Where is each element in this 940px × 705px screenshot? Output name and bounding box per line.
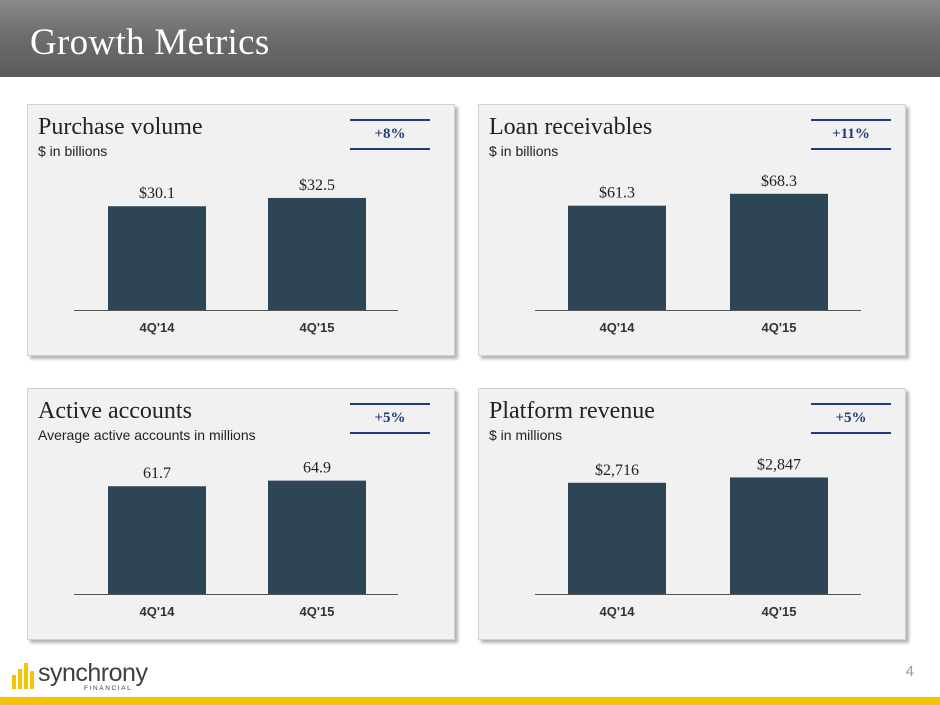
chart-subtitle: Average active accounts in millions bbox=[38, 427, 256, 443]
bar-0 bbox=[108, 206, 206, 310]
growth-badge: +11% bbox=[811, 119, 891, 150]
data-label: $30.1 bbox=[139, 185, 175, 202]
bar-chart: $30.1 4Q'14 $32.5 4Q'15 bbox=[74, 177, 398, 335]
category-label: 4Q'14 bbox=[600, 604, 636, 619]
page-title: Growth Metrics bbox=[30, 22, 270, 63]
bar-0 bbox=[568, 482, 666, 594]
growth-badge: +5% bbox=[350, 403, 430, 434]
chart-subtitle: $ in millions bbox=[489, 427, 563, 443]
chart-subtitle: $ in billions bbox=[38, 143, 108, 159]
bar-chart: $61.3 4Q'14 $68.3 4Q'15 bbox=[535, 173, 861, 335]
chart-title: Active accounts bbox=[38, 398, 192, 424]
chart-subtitle: $ in billions bbox=[489, 143, 559, 159]
growth-badge: +5% bbox=[811, 403, 891, 434]
data-label: $2,716 bbox=[595, 462, 639, 479]
data-label: $2,847 bbox=[757, 456, 801, 473]
category-label: 4Q'15 bbox=[300, 604, 335, 619]
bar-chart: $2,716 4Q'14 $2,847 4Q'15 bbox=[535, 456, 861, 619]
bar-chart: 61.7 4Q'14 64.9 4Q'15 bbox=[74, 460, 398, 619]
category-label: 4Q'15 bbox=[300, 320, 335, 335]
panel-active-accounts: Active accounts Average active accounts … bbox=[27, 388, 455, 640]
logo-wordmark: synchrony bbox=[38, 659, 148, 687]
data-label: $32.5 bbox=[299, 177, 335, 194]
bar-1 bbox=[730, 477, 828, 594]
footer-accent-bar bbox=[0, 697, 940, 705]
growth-badge: +8% bbox=[350, 119, 430, 150]
page-number: 4 bbox=[905, 663, 914, 680]
data-label: 61.7 bbox=[143, 465, 171, 482]
panel-purchase-volume: Purchase volume $ in billions +8% $30.1 4… bbox=[27, 104, 455, 356]
bar-0 bbox=[108, 486, 206, 594]
category-label: 4Q'14 bbox=[140, 604, 176, 619]
bar-1 bbox=[730, 193, 828, 310]
category-label: 4Q'15 bbox=[762, 604, 797, 619]
chart-title: Loan receivables bbox=[489, 114, 653, 140]
data-label: 64.9 bbox=[303, 460, 331, 477]
logo-mark-icon bbox=[12, 663, 34, 689]
bar-1 bbox=[268, 197, 366, 310]
panel-loan-receivables: Loan receivables $ in billions +11% $61.… bbox=[478, 104, 906, 356]
data-label: $68.3 bbox=[761, 173, 797, 190]
panel-platform-revenue: Platform revenue $ in millions +5% $2,71… bbox=[478, 388, 906, 640]
bar-1 bbox=[268, 480, 366, 594]
category-label: 4Q'15 bbox=[762, 320, 797, 335]
logo-subtext: FINANCIAL bbox=[84, 685, 133, 692]
bar-0 bbox=[568, 205, 666, 310]
data-label: $61.3 bbox=[599, 185, 635, 202]
category-label: 4Q'14 bbox=[140, 320, 176, 335]
header-bar: Growth Metrics bbox=[0, 0, 940, 77]
chart-title: Purchase volume bbox=[38, 114, 203, 140]
chart-title: Platform revenue bbox=[489, 398, 655, 424]
category-label: 4Q'14 bbox=[600, 320, 636, 335]
